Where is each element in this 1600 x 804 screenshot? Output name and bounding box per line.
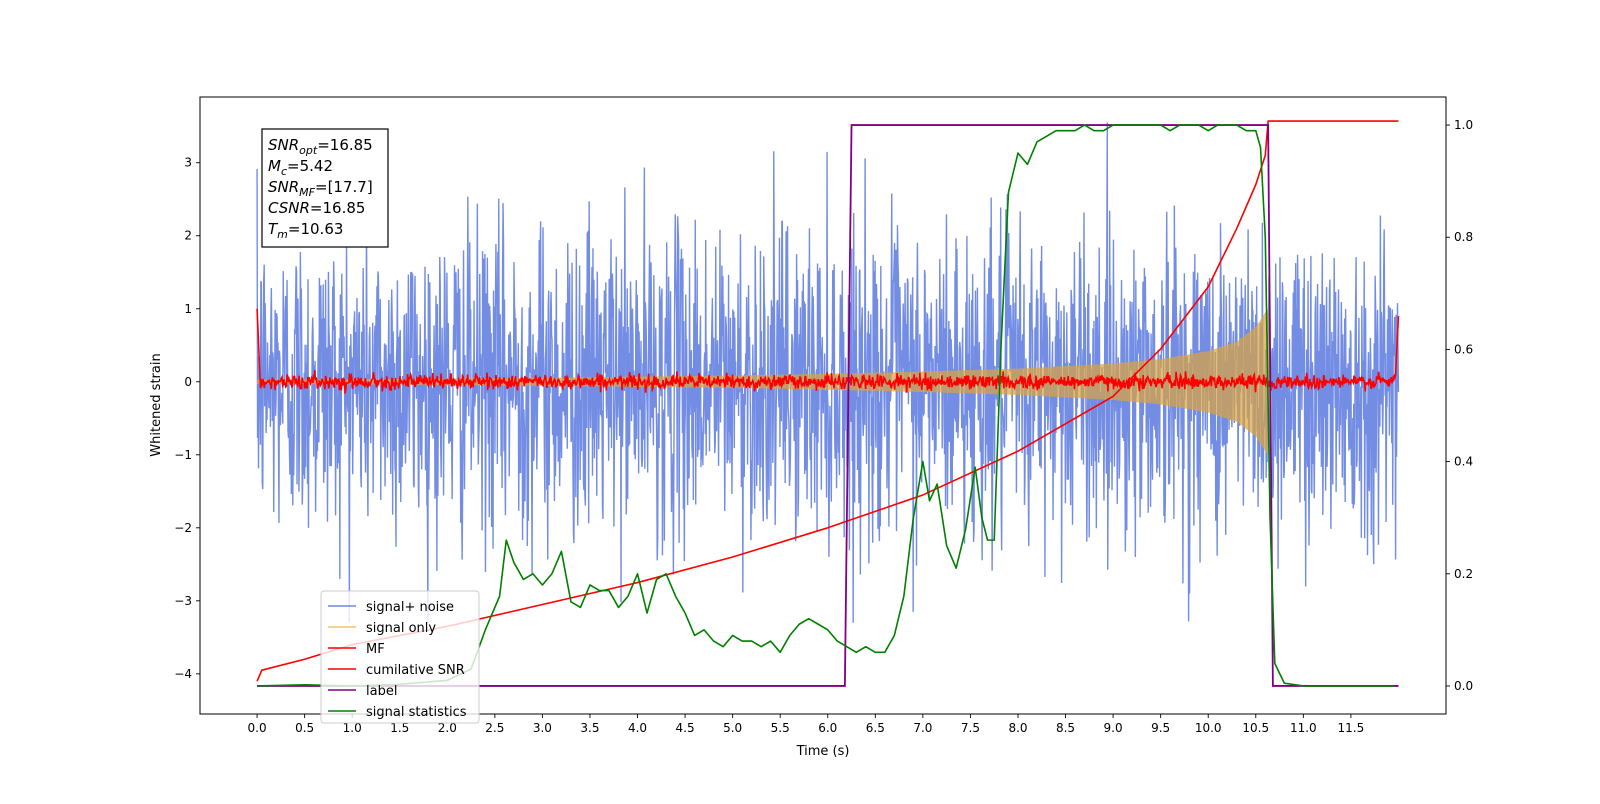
x-tick-label: 5.0 [723, 721, 742, 735]
legend-label: cumilative SNR [366, 663, 465, 678]
x-tick-label: 3.5 [580, 721, 599, 735]
annotation-line: SNRMF=[17.7] [268, 178, 373, 199]
x-tick-label: 0.0 [248, 721, 267, 735]
annotation-subscript: opt [299, 144, 318, 157]
y-tick-label: 2 [184, 229, 192, 243]
y-tick-label: −4 [174, 667, 192, 681]
x-tick-label: 0.5 [295, 721, 314, 735]
annotation-line: Tm=10.63 [268, 220, 343, 241]
annotation-line: SNRopt=16.85 [268, 136, 373, 157]
annotation-symbol: M [268, 157, 281, 175]
x-tick-label: 4.5 [676, 721, 695, 735]
legend-label: label [366, 684, 397, 699]
annotation-value: =16.85 [310, 199, 366, 217]
legend: signal+ noise signal only MF cumilative SNR… [320, 590, 480, 724]
annotation-symbol: SNR [268, 136, 299, 154]
y2-tick-label: 1.0 [1454, 118, 1473, 132]
y-tick-label: −2 [174, 521, 192, 535]
annotation-subscript: m [277, 228, 288, 241]
x-tick-label: 8.5 [1056, 721, 1075, 735]
annotation-value: =16.85 [317, 136, 373, 154]
y2-tick-label: 0.8 [1454, 230, 1473, 244]
annotation-line: Mc=5.42 [268, 157, 333, 178]
axes-frame [199, 96, 1447, 715]
x-tick-label: 4.0 [628, 721, 647, 735]
x-tick-label: 6.0 [818, 721, 837, 735]
x-tick-label: 11.0 [1290, 721, 1317, 735]
x-tick-label: 9.0 [1104, 721, 1123, 735]
y2-tick-label: 0.2 [1454, 567, 1473, 581]
x-tick-label: 8.0 [1008, 721, 1027, 735]
annotation-box: SNRopt=16.85Mc=5.42SNRMF=[17.7]CSNR=16.8… [261, 128, 389, 248]
legend-label: MF [366, 642, 385, 657]
y2-tick-label: 0.6 [1454, 342, 1473, 356]
x-tick-label: 2.5 [485, 721, 504, 735]
x-tick-label: 2.0 [438, 721, 457, 735]
annotation-line: CSNR=16.85 [268, 199, 365, 217]
annotation-subscript: MF [299, 186, 315, 199]
y-tick-label: 1 [184, 302, 192, 316]
annotation-value: =10.63 [288, 220, 344, 238]
annotation-subscript: c [281, 165, 287, 178]
x-tick-label: 7.0 [913, 721, 932, 735]
annotation-symbol: CSNR [268, 199, 310, 217]
y-tick-label: −3 [174, 594, 192, 608]
y-tick-label: 0 [184, 375, 192, 389]
legend-label: signal statistics [366, 705, 467, 720]
y-tick-label: 3 [184, 156, 192, 170]
x-tick-label: 10.0 [1195, 721, 1222, 735]
x-tick-label: 1.0 [343, 721, 362, 735]
x-tick-label: 10.5 [1242, 721, 1269, 735]
x-tick-label: 11.5 [1338, 721, 1365, 735]
legend-label: signal+ noise [366, 600, 454, 615]
series-mf [256, 308, 1400, 394]
x-tick-label: 9.5 [1151, 721, 1170, 735]
y-axis-right: 0.0 0.2 0.4 0.6 0.8 1.0 [1446, 118, 1473, 693]
y-axis-left: −4 −3 −2 −1 0 1 2 3 [174, 156, 200, 681]
y2-tick-label: 0.0 [1454, 679, 1473, 693]
series-signal-plus-noise [256, 122, 1400, 623]
series-signal-statistics [257, 124, 1394, 687]
x-tick-label: 7.5 [961, 721, 980, 735]
annotation-value: =5.42 [287, 157, 333, 175]
x-tick-label: 5.5 [771, 721, 790, 735]
y-axis-label: Whitened strain [149, 353, 164, 456]
x-tick-label: 6.5 [866, 721, 885, 735]
y2-tick-label: 0.4 [1454, 455, 1473, 469]
x-tick-label: 1.5 [390, 721, 409, 735]
annotation-symbol: T [268, 220, 279, 238]
x-tick-label: 3.0 [533, 721, 552, 735]
legend-label: signal only [366, 621, 436, 636]
annotation-value: =[17.7] [315, 178, 373, 196]
x-axis-label: Time (s) [796, 744, 850, 759]
annotation-symbol: SNR [268, 178, 299, 196]
x-axis: 0.0 0.5 1.0 1.5 2.0 2.5 3.0 3.5 4.0 4.5 5.0 5.5 6.0 6… [248, 714, 1365, 735]
y-tick-label: −1 [174, 448, 192, 462]
